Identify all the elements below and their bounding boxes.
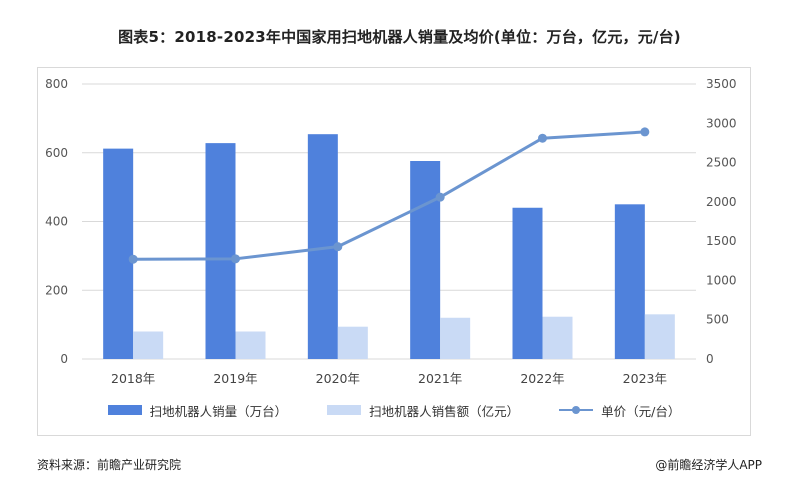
left-tick-label: 800 [45,77,68,91]
x-tick-label: 2020年 [316,371,360,386]
right-tick-label: 3500 [706,77,737,91]
right-tick-label: 0 [706,352,714,366]
legend-label-sales-volume: 扫地机器人销量（万台） [149,403,288,419]
legend-swatch-sales-volume [107,405,142,415]
legend-item-unit-price[interactable]: 单价（元/台） [559,401,680,420]
bar-sales-volume [614,204,645,359]
right-tick-label: 2500 [706,156,737,170]
point-unit-price [333,242,343,252]
legend: 扫地机器人销量（万台） 扫地机器人销售额（亿元） 单价（元/台） [37,398,751,422]
bar-sales-value [133,331,164,359]
source-note: 资料来源：前瞻产业研究院 [37,458,182,472]
bar-sales-volume [205,143,236,359]
legend-swatch-unit-price [559,405,594,415]
point-unit-price [640,127,650,137]
point-unit-price [435,192,445,202]
line-unit-price [133,130,645,261]
right-tick-label: 1000 [706,273,737,287]
chart-frame [37,67,751,436]
bar-sales-volume [410,161,441,359]
bar-sales-volume [103,148,134,359]
point-unit-price [538,133,547,143]
bar-sales-volume [512,207,543,359]
point-unit-price [128,254,138,264]
x-tick-label: 2018年 [111,371,155,386]
right-tick-label: 2000 [706,195,737,209]
legend-swatch-sales-value [327,405,362,415]
legend-item-sales-volume[interactable]: 扫地机器人销量（万台） [107,401,288,420]
left-tick-label: 0 [60,352,68,366]
left-tick-label: 400 [45,215,68,229]
legend-label-unit-price: 单价（元/台） [601,403,681,419]
bar-sales-value [337,326,368,359]
x-tick-label: 2021年 [418,371,462,386]
bar-sales-value [235,331,266,359]
x-tick-label: 2023年 [623,371,667,386]
point-unit-price [231,254,240,264]
left-tick-label: 600 [45,146,68,160]
bar-sales-value [644,314,675,359]
bar-sales-value [542,316,573,359]
x-tick-label: 2022年 [520,371,564,386]
right-tick-label: 500 [706,313,729,327]
credit-note: @前瞻经济学人APP [655,458,762,472]
left-tick-label: 200 [45,283,68,297]
right-tick-label: 1500 [706,234,737,248]
right-tick-label: 3000 [706,116,737,130]
chart-title: 图表5：2018-2023年中国家用扫地机器人销量及均价(单位：万台，亿元，元/… [118,28,681,46]
x-tick-label: 2019年 [213,371,257,386]
bar-sales-value [440,317,471,359]
legend-label-sales-value: 扫地机器人销售额（亿元） [369,403,520,419]
legend-item-sales-value[interactable]: 扫地机器人销售额（亿元） [327,401,519,420]
